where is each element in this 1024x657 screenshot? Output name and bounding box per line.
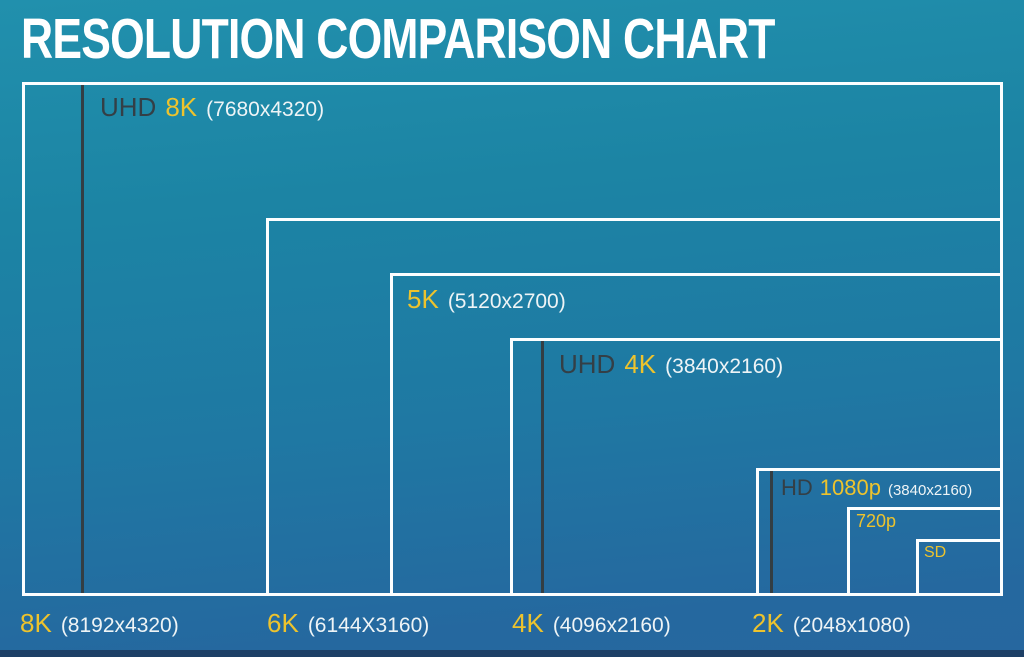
label-uhd-4k: UHD 4K (3840x2160) — [559, 349, 784, 380]
label-6k-name: 6K — [267, 608, 299, 638]
label-uhd-4k-name: 4K — [624, 349, 657, 379]
label-uhd-8k-name: 8K — [165, 92, 198, 122]
label-5k: 5K (5120x2700) — [407, 284, 566, 315]
label-uhd-8k: UHD 8K (7680x4320) — [100, 92, 325, 123]
uhd-8k-left-edge-line — [81, 85, 84, 593]
label-6k: 6K (6144X3160) — [267, 608, 430, 639]
label-2k-dims: (2048x1080) — [792, 614, 911, 637]
label-720p: 720p — [856, 511, 896, 532]
label-hd-1080p-name: 1080p — [819, 475, 881, 500]
label-hd-1080p: HD 1080p (3840x2160) — [781, 475, 972, 500]
label-uhd-4k-prefix: UHD — [559, 349, 616, 379]
hd-1080p-left-edge-line — [770, 471, 773, 593]
label-8k: 8K (8192x4320) — [20, 608, 179, 639]
label-5k-name: 5K — [407, 284, 439, 314]
label-2k-name: 2K — [752, 608, 784, 638]
label-sd: SD — [924, 544, 946, 562]
label-720p-name: 720p — [856, 511, 897, 531]
label-4k-dims: (4096x2160) — [552, 614, 671, 637]
label-5k-dims: (5120x2700) — [447, 290, 566, 313]
label-6k-dims: (6144X3160) — [307, 614, 430, 637]
label-hd-1080p-dims: (3840x2160) — [887, 482, 973, 499]
label-uhd-8k-dims: (7680x4320) — [206, 98, 325, 121]
label-hd-1080p-prefix: HD — [781, 475, 813, 500]
label-4k-name: 4K — [512, 608, 544, 638]
label-2k: 2K (2048x1080) — [752, 608, 911, 639]
label-uhd-4k-dims: (3840x2160) — [665, 355, 784, 378]
uhd-4k-left-edge-line — [541, 341, 544, 593]
label-8k-name: 8K — [20, 608, 52, 638]
footer-accent-bar — [0, 650, 1024, 657]
label-4k: 4K (4096x2160) — [512, 608, 671, 639]
label-sd-name: SD — [924, 544, 947, 561]
page-title: RESOLUTION COMPARISON CHART — [21, 7, 775, 71]
box-sd — [916, 539, 1003, 596]
label-8k-dims: (8192x4320) — [60, 614, 179, 637]
label-uhd-8k-prefix: UHD — [100, 92, 157, 122]
